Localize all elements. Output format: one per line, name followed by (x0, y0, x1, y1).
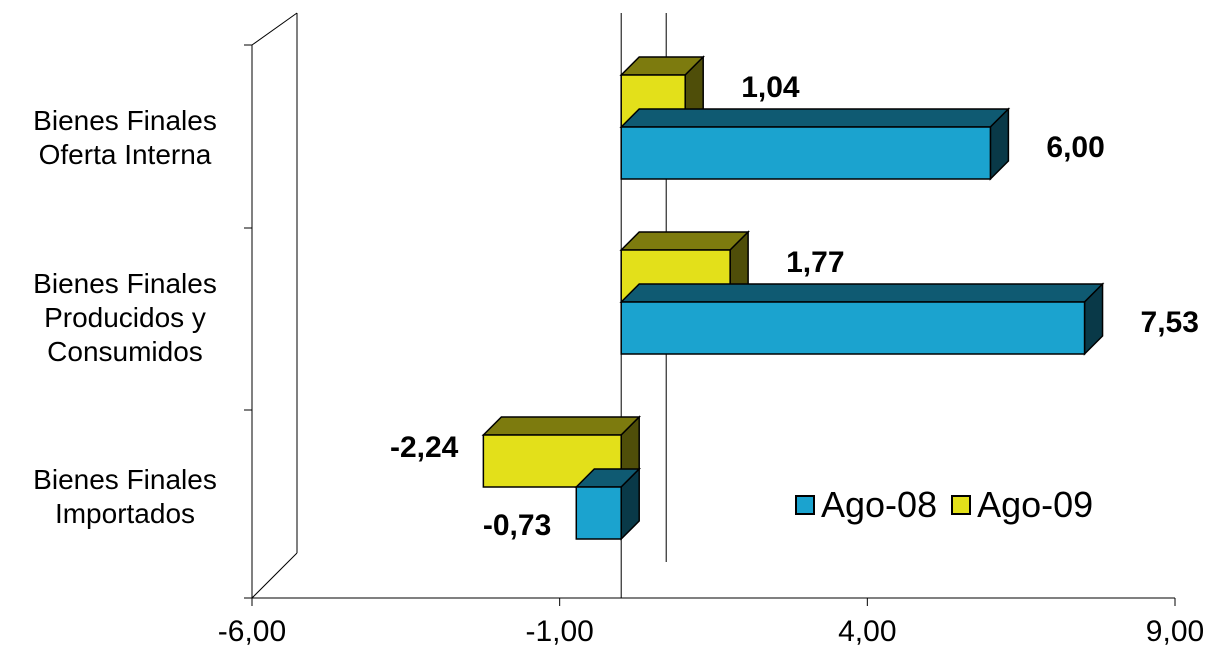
legend-swatch-ago-09 (951, 495, 972, 515)
x-tick-label: -1,00 (525, 615, 593, 648)
data-label-ago-08-0: 6,00 (1046, 131, 1104, 164)
back-wall-top-edge (251, 12, 298, 46)
data-label-ago-09-2: -2,24 (390, 431, 459, 464)
bar-ago-08-2-front (575, 486, 622, 540)
data-label-ago-08-2: -0,73 (483, 509, 551, 542)
data-label-ago-09-1: 1,77 (786, 246, 844, 279)
legend-item-ago-08: Ago-08 (795, 484, 937, 526)
x-tick-label: 4,00 (838, 615, 896, 648)
bar-ago-08-1-front (620, 301, 1086, 355)
x-tick-label: -6,00 (218, 615, 286, 648)
category-label-0: Bienes Finales Oferta Interna (33, 105, 217, 170)
legend: Ago-08 Ago-09 (795, 484, 1093, 526)
bar-ago-08-0-top (619, 108, 1011, 128)
data-label-ago-09-0: 1,04 (741, 71, 800, 104)
data-label-ago-08-1: 7,53 (1141, 306, 1199, 339)
bar-ago-08-0-front (620, 126, 992, 180)
legend-label-ago-08: Ago-08 (821, 484, 938, 525)
category-label-1: Bienes Finales Producidos y Consumidos (33, 268, 217, 367)
bar-ago-09-1-top (619, 231, 750, 251)
x-tick-label: 9,00 (1146, 615, 1204, 648)
bar-ago-09-2-top (481, 416, 642, 436)
bar-ago-08-1-top (619, 283, 1105, 303)
legend-label-ago-09: Ago-09 (977, 484, 1094, 525)
axis-depth-left (251, 552, 298, 599)
legend-item-ago-09: Ago-09 (951, 484, 1093, 526)
legend-swatch-ago-08 (795, 495, 815, 515)
category-label-2: Bienes Finales Importados (33, 464, 217, 529)
